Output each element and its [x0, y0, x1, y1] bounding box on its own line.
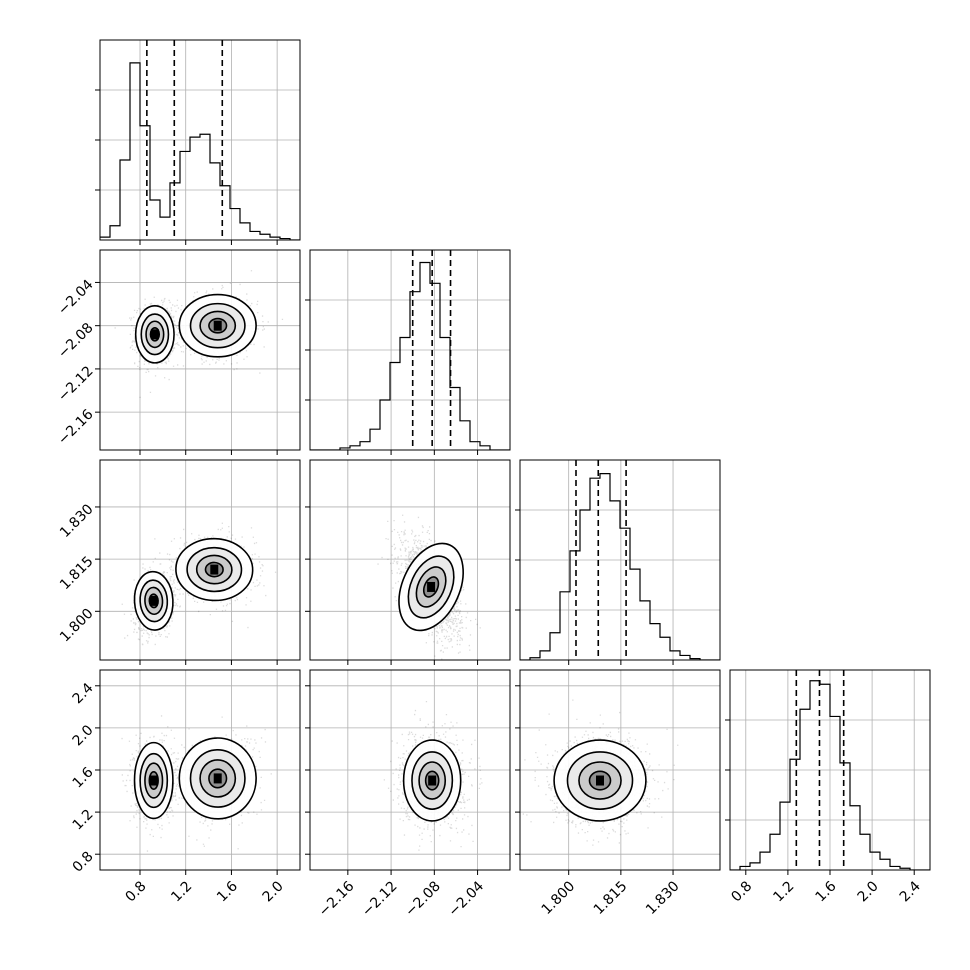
y-tick-label-3-2: 1.6 — [70, 764, 97, 791]
hist-panel-3: 0.8 1.2 1.6 2.0 2.4 — [725, 669, 931, 905]
scatter-panel-0-3: 0.8 1.2 1.6 2.0 0.8 1.2 1.6 2.0 2.4 — [70, 669, 301, 905]
density-peak — [213, 320, 222, 331]
density-peak — [427, 581, 436, 592]
y-tick-label-3-4: 2.4 — [70, 680, 97, 707]
hist-panel-2 — [515, 459, 721, 665]
density-peak — [210, 564, 219, 575]
y-tick-label-2-3: 1.830 — [57, 501, 97, 541]
x-tick-label-0-3: 2.0 — [260, 878, 287, 905]
scatter-panel-1-3: −2.16 −2.12 −2.08 −2.04 — [305, 669, 511, 920]
x-tick-label-0-1: 1.2 — [168, 878, 195, 905]
panel-frame — [519, 459, 721, 661]
x-tick-label-3-4: 2.4 — [897, 878, 924, 905]
scatter-cloud — [121, 522, 277, 646]
density-peak — [596, 775, 604, 786]
x-tick-label-0-2: 1.6 — [214, 878, 241, 905]
panel-frame — [99, 39, 301, 241]
scatter-panel-0-1: −2.16−2.12−2.08−2.04 — [55, 249, 301, 455]
density-peak — [428, 775, 437, 786]
y-tick-label-1-3: −2.04 — [55, 277, 97, 319]
y-tick-label-2-2: 1.815 — [57, 553, 97, 593]
scatter-points — [114, 270, 284, 398]
panel-frame — [309, 249, 511, 451]
scatter-panel-1-2 — [305, 459, 511, 665]
y-tick-label-1-2: −2.08 — [55, 320, 97, 362]
scatter-points — [377, 514, 481, 660]
x-tick-label-3-1: 1.2 — [770, 878, 797, 905]
panel-frame — [99, 459, 301, 661]
hist-panel-0 — [95, 39, 301, 245]
y-tick-label-1-1: −2.12 — [55, 363, 97, 405]
density-peak — [213, 773, 222, 784]
scatter-cloud — [522, 699, 679, 846]
density-peak — [149, 775, 158, 786]
scatter-panel-0-2: 1.800 1.815 1.830 — [57, 459, 301, 665]
x-tick-label-1-0: −2.16 — [316, 878, 358, 920]
x-tick-label-3-0: 0.8 — [728, 878, 755, 905]
scatter-points — [522, 699, 679, 846]
panel-frame — [309, 459, 511, 661]
y-tick-label-3-3: 2.0 — [70, 722, 97, 749]
panel-frame — [99, 249, 301, 451]
x-tick-label-1-2: −2.08 — [402, 878, 444, 920]
x-tick-label-3-2: 1.6 — [813, 878, 840, 905]
histogram-0 — [100, 62, 300, 240]
histogram-3 — [730, 680, 930, 870]
y-tick-label-1-0: −2.16 — [55, 406, 97, 448]
x-tick-label-1-3: −2.04 — [446, 878, 488, 920]
histogram-2 — [520, 473, 720, 660]
x-tick-label-2-3: 1.830 — [643, 878, 683, 918]
scatter-panel-2-3: 1.800 1.815 1.830 — [515, 669, 721, 918]
x-tick-label-1-1: −2.12 — [359, 878, 401, 920]
x-tick-label-0-0: 0.8 — [123, 878, 150, 905]
x-tick-label-2-2: 1.815 — [591, 878, 631, 918]
x-tick-label-2-1: 1.800 — [539, 878, 579, 918]
scatter-points — [121, 522, 277, 646]
density-peak — [149, 595, 158, 606]
y-tick-label-3-0: 0.8 — [70, 849, 97, 876]
y-tick-label-2-1: 1.800 — [57, 606, 97, 646]
x-tick-label-3-3: 2.0 — [855, 878, 882, 905]
density-peak — [150, 329, 159, 340]
scatter-points — [121, 715, 272, 852]
histogram-1 — [310, 261, 510, 450]
hist-panel-1 — [305, 249, 511, 455]
scatter-points — [383, 701, 483, 851]
y-tick-label-3-1: 1.2 — [70, 806, 97, 833]
